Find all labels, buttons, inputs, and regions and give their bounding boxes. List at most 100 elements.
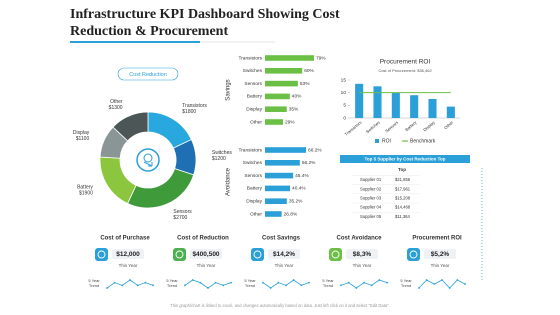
donut-label: Display: [73, 130, 90, 136]
sparkline-point: [292, 279, 295, 281]
bar-value: 79%: [316, 55, 326, 61]
bar: [265, 198, 287, 204]
bar: [428, 99, 437, 118]
donut-value: $1200: [212, 156, 226, 162]
bar-value: 56.2%: [302, 160, 316, 166]
bar: [265, 172, 294, 179]
donut-title-box: [117, 67, 179, 81]
bar-value: 45.4%: [295, 173, 309, 179]
table-column: Top: [398, 167, 406, 172]
bar-category: Switches: [243, 160, 263, 166]
y-tick-label: 0: [343, 115, 346, 121]
kpi-title: Procurement ROI: [412, 236, 462, 242]
kpi-value-box: [268, 249, 300, 259]
kpi-period: This Year: [431, 263, 450, 268]
donut-value: $2700: [173, 215, 187, 221]
sparkline-point: [347, 281, 350, 284]
title-underline: [70, 41, 200, 43]
sparkline-point: [199, 281, 202, 284]
bar-category: Sensors: [244, 81, 262, 87]
kpi-icon-glyph: [175, 250, 184, 259]
kpi-icon-glyph: [331, 250, 340, 259]
bar-category: Battery: [247, 94, 263, 100]
bar-value: 26.8%: [284, 211, 298, 217]
bar-category: Battery: [247, 186, 263, 192]
bar: [265, 119, 283, 125]
bar-value: 35%: [289, 106, 299, 112]
y-tick-label: 5: [343, 103, 346, 109]
kpi-value-box: [346, 249, 378, 259]
table-header: [340, 155, 470, 163]
kpi-value: $5,2%: [431, 251, 450, 258]
sparkline-point: [214, 281, 217, 284]
y-tick-label: 10: [341, 90, 347, 96]
bar-category: Transistors: [238, 147, 262, 153]
trend-label: 5 Year Trend: [88, 278, 100, 288]
table-cell: Supplier 01: [360, 177, 382, 182]
bar: [265, 106, 287, 112]
trend-label: 5 Year Trend: [166, 278, 178, 288]
bar-value: 40.4%: [292, 186, 306, 192]
sparkline-point: [355, 287, 358, 289]
sparkline-point: [277, 281, 280, 284]
kpi-title: Cost of Purchase: [100, 236, 150, 242]
bar-value: 60%: [304, 68, 314, 74]
x-tick-label: Battery: [404, 119, 418, 132]
bar: [265, 160, 300, 166]
title: Infrastructure KPI Dashboard Showing Cos…: [70, 7, 340, 39]
bar: [446, 106, 455, 118]
sparkline-point: [152, 284, 154, 287]
table-cell: $15,208: [395, 196, 411, 201]
sparkline-point: [285, 284, 287, 287]
bar: [265, 147, 307, 153]
x-tick-label: Switches: [365, 120, 381, 135]
kpi-icon-glyph: [409, 250, 418, 259]
donut-label: Transistors: [182, 103, 207, 109]
trend-label: 5 Year Trend: [322, 278, 334, 288]
table-cell: $17,961: [395, 186, 411, 191]
sparkline-point: [378, 279, 381, 281]
bar-category: Display: [246, 106, 262, 112]
sparkline-point: [441, 279, 443, 281]
sparkline-point: [144, 281, 147, 284]
sparkline-point: [121, 284, 124, 287]
table-cell: Supplier 02: [360, 186, 382, 191]
table-cell: $14,468: [395, 205, 411, 210]
sparkline-point: [363, 281, 365, 284]
table-title: Top 5 Supplier by Cost Reduction Top: [364, 156, 445, 161]
donut-label: Other: [110, 99, 123, 105]
kpi-icon-glyph: [97, 250, 106, 259]
kpi-icon-glyph: [253, 250, 262, 259]
donut-value: $1300: [109, 105, 123, 111]
sparkline: [184, 279, 232, 289]
kpi-value-box: [112, 249, 144, 259]
donut-segment: [112, 111, 149, 142]
table-cell: Supplier 05: [360, 214, 382, 219]
sparkline-point: [464, 283, 466, 285]
kpi-icon: [173, 248, 186, 261]
sparkline-point: [386, 281, 388, 284]
bar: [265, 93, 290, 100]
sparkline-point: [184, 284, 186, 287]
kpi-title: Cost Savings: [262, 236, 301, 242]
bar: [265, 80, 298, 87]
kpi-icon: [95, 248, 108, 261]
sparkline: [106, 279, 154, 289]
donut-value: $1900: [79, 190, 93, 196]
bar-value: 29%: [285, 119, 295, 125]
sparkline-point: [222, 284, 225, 287]
kpi-period: This Year: [353, 263, 372, 268]
kpi-value: $12,000: [116, 251, 140, 258]
donut-label: Sensors: [173, 209, 192, 215]
table-cell: Supplier 03: [360, 196, 382, 201]
sparkline-point: [448, 287, 451, 289]
donut-value: $1100: [76, 136, 90, 142]
bar-category: Display: [246, 198, 262, 204]
bar-value: 40%: [292, 94, 302, 100]
donut-icon-coin: [143, 153, 153, 163]
donut-value: $1800: [182, 109, 196, 115]
x-tick-label: Other: [443, 119, 455, 130]
sparkline-point: [230, 281, 232, 284]
sparkline-point: [191, 279, 194, 281]
